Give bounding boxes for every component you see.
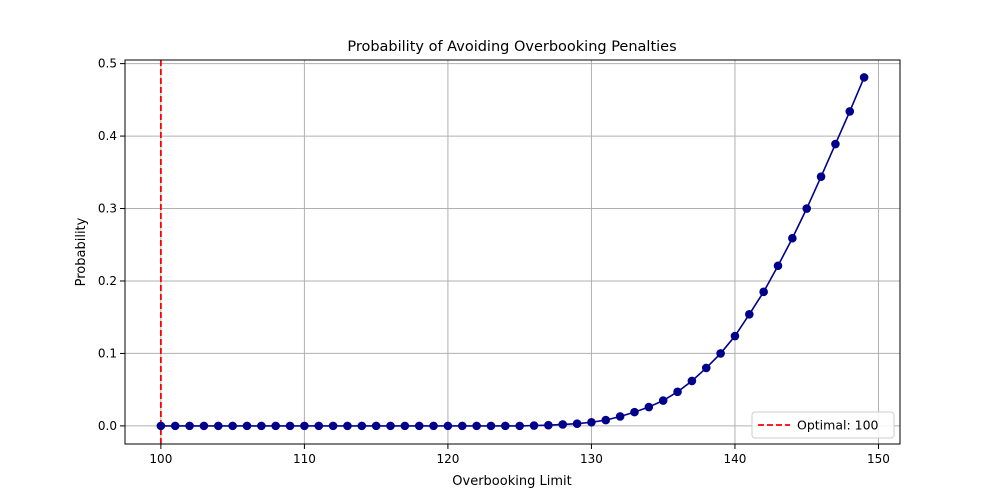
y-tick-label: 0.2 xyxy=(98,274,117,288)
data-point xyxy=(343,421,352,431)
y-tick-label: 0.1 xyxy=(98,346,117,360)
data-point xyxy=(386,421,395,431)
series-layer xyxy=(156,73,869,431)
data-point xyxy=(228,421,237,431)
data-point xyxy=(271,421,280,431)
legend-label: Optimal: 100 xyxy=(797,418,879,433)
data-point xyxy=(630,407,639,417)
x-axis-label: Overbooking Limit xyxy=(452,474,571,489)
data-point xyxy=(429,421,438,431)
legend: Optimal: 100 xyxy=(751,411,895,439)
data-point xyxy=(773,261,783,271)
data-point xyxy=(859,73,869,82)
data-point xyxy=(572,419,582,429)
data-point xyxy=(285,421,295,431)
y-tick-label: 0.5 xyxy=(98,57,117,71)
tick-layer: 100 110 120 130 140 150 0.0 0.1 0.2 0.3 0.4 0.5 xyxy=(98,57,890,466)
x-tick-label: 130 xyxy=(580,452,603,466)
data-point xyxy=(300,421,309,431)
series-line xyxy=(160,77,865,427)
data-point xyxy=(414,421,424,431)
data-point xyxy=(615,412,625,421)
data-point xyxy=(802,204,812,213)
chart-title: Probability of Avoiding Overbooking Pena… xyxy=(347,39,676,55)
x-tick-label: 140 xyxy=(724,452,747,466)
data-point xyxy=(314,421,324,431)
data-point xyxy=(486,421,496,431)
data-point xyxy=(371,421,381,431)
data-point xyxy=(529,421,539,430)
data-point xyxy=(701,363,711,373)
legend-box xyxy=(751,411,895,439)
data-point xyxy=(242,421,252,431)
data-point xyxy=(788,233,797,243)
data-point xyxy=(170,421,180,431)
data-point xyxy=(472,421,481,431)
data-point xyxy=(716,349,725,358)
plot-frame xyxy=(124,59,901,445)
data-point xyxy=(644,402,654,412)
data-point xyxy=(199,421,209,431)
data-point xyxy=(501,421,510,431)
data-point xyxy=(558,420,568,429)
data-point xyxy=(831,139,840,149)
y-tick-label: 0.3 xyxy=(98,202,117,216)
data-point xyxy=(687,376,697,386)
data-point xyxy=(544,420,553,430)
data-point xyxy=(156,421,166,431)
y-tick-label: 0.0 xyxy=(98,419,117,433)
data-point xyxy=(845,107,855,116)
data-point xyxy=(673,387,682,397)
y-tick-label: 0.4 xyxy=(98,129,117,143)
x-tick-label: 110 xyxy=(293,452,316,466)
x-tick-label: 150 xyxy=(867,452,890,466)
data-point xyxy=(587,417,596,427)
data-point xyxy=(745,310,754,319)
data-point xyxy=(357,421,367,431)
data-point xyxy=(185,421,194,431)
data-point xyxy=(601,415,611,425)
data-point xyxy=(213,421,223,431)
data-point xyxy=(730,331,740,341)
x-tick-label: 120 xyxy=(436,452,459,466)
data-point xyxy=(759,287,768,297)
data-point xyxy=(443,421,453,431)
data-point xyxy=(400,421,410,431)
data-point xyxy=(816,172,826,181)
data-point xyxy=(328,421,338,431)
data-point xyxy=(515,421,524,431)
grid-layer xyxy=(125,60,900,444)
data-point xyxy=(457,421,467,431)
y-axis-label: Probability xyxy=(74,217,89,286)
x-tick-label: 100 xyxy=(149,452,172,466)
data-point xyxy=(658,396,668,405)
data-point xyxy=(257,421,266,431)
